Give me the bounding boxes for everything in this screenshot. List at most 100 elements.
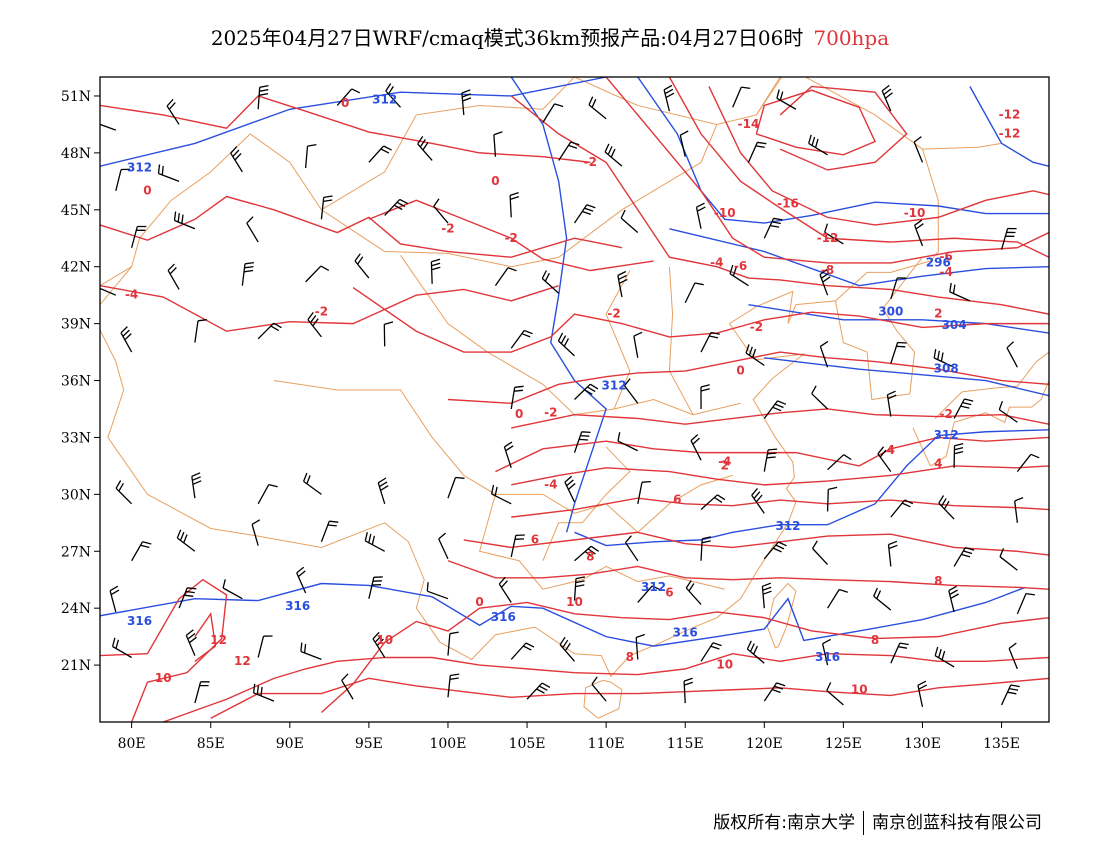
wind-barb [746,640,765,664]
wind-barb [372,631,386,658]
wind-barb [305,265,330,283]
wind-barb [131,225,147,248]
wind-barb [257,635,273,658]
temperature-label: -6 [734,259,747,273]
wind-barb [167,263,180,290]
wind-barb [364,532,386,552]
wind-barb [1008,642,1018,670]
border-line [834,256,923,401]
wind-barb [588,96,607,120]
temperature-contour [447,351,1049,405]
lat-label: 27N [61,544,91,560]
lon-label: 135E [983,736,1020,752]
wind-barb [827,588,848,609]
temperature-contour [100,95,591,164]
wind-barb [109,585,120,613]
wind-barb [574,383,599,400]
wind-barb [826,682,844,706]
wind-barb [510,534,525,558]
wind-barb [877,446,892,472]
wind-barb [819,340,829,368]
wind-barb [700,642,722,662]
height-label: 316 [285,599,310,613]
temperature-label: -2 [584,155,597,169]
wind-barb [157,164,180,182]
height-label: 312 [934,428,959,442]
wind-barb [953,546,975,567]
wind-barb [633,331,643,358]
wind-barb [663,84,675,112]
wind-barb [623,378,639,404]
wind-barb [887,540,898,567]
wind-barb [808,134,828,156]
wind-barb [604,143,623,167]
wind-barb [559,636,575,662]
temperature-label: -2 [441,221,454,235]
wind-barb [695,202,706,229]
wind-barb [252,683,275,702]
temperature-label: 4 [934,457,942,471]
border-line [273,380,733,533]
wind-barb [230,146,243,173]
wind-barb [953,398,974,419]
wind-barb [732,86,751,108]
wind-barb [510,385,524,410]
temperature-label: 2 [721,458,729,472]
temperature-contour [463,531,1049,556]
temperature-contour [447,560,1049,590]
wind-barb [685,580,702,605]
temperature-label: 0 [515,407,523,421]
wind-barb [917,680,927,707]
lon-label: 130E [904,736,941,752]
temperature-label: -4 [718,455,731,469]
height-label: 296 [926,255,951,269]
border-line [542,446,631,561]
wind-barb [700,384,710,409]
lat-label: 42N [61,260,91,276]
wind-barb [433,198,449,224]
temperature-contour [100,578,228,722]
wind-barb [635,633,645,660]
wind-barb [368,145,392,163]
wind-barb [1016,592,1035,615]
wind-barb [257,483,278,505]
wind-barb [490,484,512,505]
lat-label: 24N [61,601,91,617]
wind-barb [176,529,196,552]
temperature-contour [352,286,1049,353]
lon-label: 100E [429,736,466,752]
footer-separator [863,811,864,835]
wind-barb [461,89,472,115]
temperature-label: -4 [125,288,138,302]
height-label: 316 [491,610,516,624]
lon-label: 85E [197,736,225,752]
temperature-contour [320,601,1049,714]
temperature-label: -2 [315,305,328,319]
lon-label: 125E [825,736,862,752]
wind-barb [826,486,838,512]
wind-barb [526,682,551,700]
wind-barb [637,585,661,603]
wind-barb [426,582,449,600]
height-contour [637,77,1049,224]
wind-barb [430,258,441,284]
height-contour [969,86,1049,167]
wind-barb [178,587,197,609]
temperature-label: -6 [940,250,953,264]
wind-barb [617,270,628,298]
height-label: 316 [673,625,698,639]
height-label: 312 [602,379,627,393]
temperature-label: -14 [738,117,760,131]
temperature-label: 0 [491,174,499,188]
temperature-label: -12 [817,231,839,245]
wind-barb [913,136,924,163]
wind-barb [320,520,339,543]
temperature-label: 0 [736,364,744,378]
wind-barb [320,195,333,220]
wind-barb [938,495,955,520]
wind-barb [934,646,955,668]
wind-barb [729,264,749,287]
temperature-contour [779,85,908,171]
wind-barb [438,532,449,560]
lat-label: 51N [61,89,91,105]
